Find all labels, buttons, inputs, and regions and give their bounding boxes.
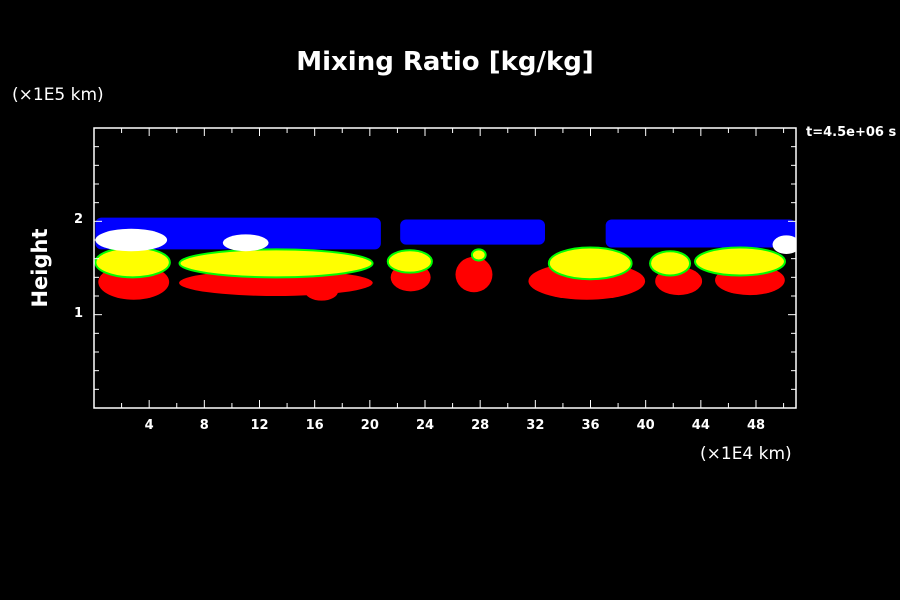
yellow-region (470, 248, 487, 262)
white-region (222, 234, 269, 252)
x-tick-label: 40 (636, 418, 655, 433)
yellow-region (547, 246, 633, 281)
plot-frame (93, 127, 797, 409)
x-tick-label: 12 (250, 418, 269, 433)
chart-title: Mixing Ratio [kg/kg] (296, 47, 594, 77)
regions-group (94, 217, 796, 301)
y-tick-label: 1 (74, 305, 84, 321)
x-tick-label: 36 (581, 418, 600, 433)
x-tick-label: 48 (746, 418, 766, 433)
blue-region (605, 219, 796, 248)
x-tick-label: 20 (360, 418, 379, 433)
x-tick-label: 32 (526, 418, 545, 433)
x-tick-label: 16 (305, 418, 324, 433)
blue-region (400, 219, 545, 245)
time-label: t=4.5e+06 s (806, 125, 897, 140)
x-tick-label: 24 (415, 418, 435, 433)
x-tick-label: 4 (144, 418, 154, 433)
x-tick-label: 28 (471, 418, 490, 433)
x-tick-label: 8 (199, 418, 209, 433)
red-region (455, 256, 493, 293)
yellow-region (694, 246, 786, 277)
x-tick-label: 44 (691, 418, 710, 433)
y-unit-label: (×1E5 km) (12, 85, 104, 105)
yellow-region (386, 249, 433, 274)
white-region (95, 228, 168, 252)
yellow-region (94, 246, 171, 279)
yellow-region (649, 250, 692, 277)
red-region (305, 282, 339, 301)
y-tick-label: 2 (74, 212, 84, 228)
yellow-region (178, 248, 374, 279)
x-unit-label: (×1E4 km) (700, 444, 792, 464)
white-region (772, 235, 796, 254)
